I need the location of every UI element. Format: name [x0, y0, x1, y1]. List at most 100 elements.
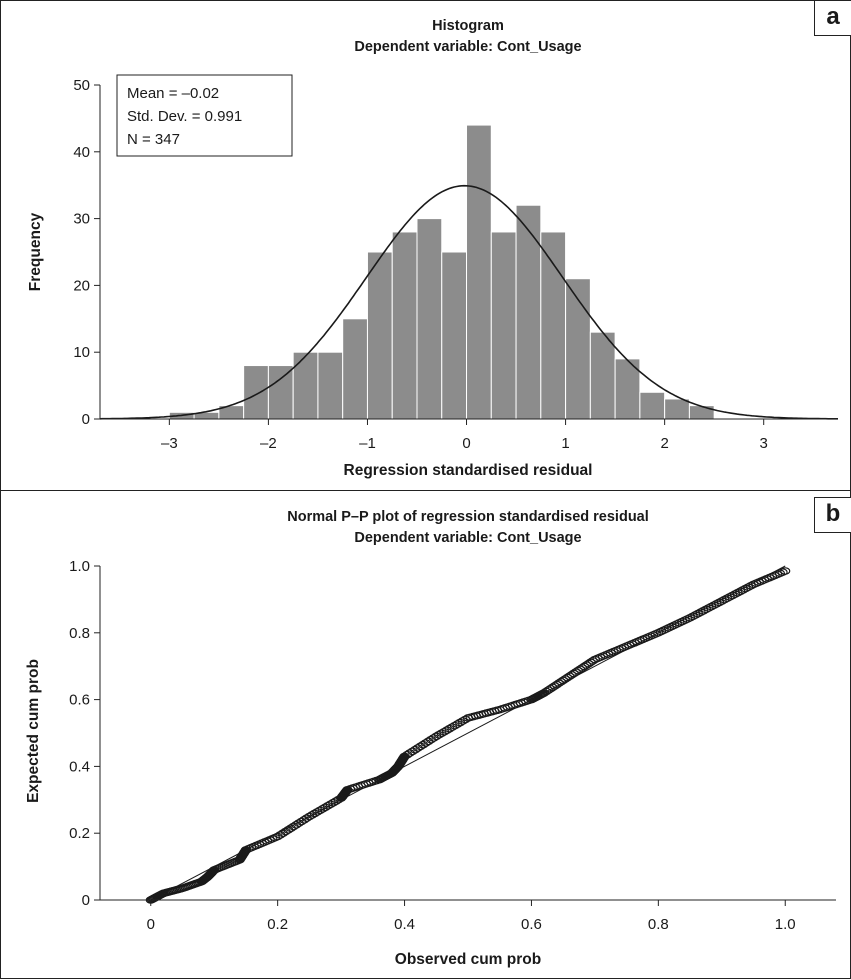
pp-x-tick-label: 0.2	[267, 916, 288, 933]
histogram-bar	[243, 365, 269, 420]
pp-point	[629, 639, 640, 647]
pp-point	[618, 643, 630, 652]
pp-x-tick-label: 0.6	[521, 916, 542, 933]
histogram-y-tick-label: 20	[73, 277, 90, 294]
pp-y-tick-label: 1.0	[69, 558, 90, 575]
pp-plot-x-axis-label: Observed cum prob	[395, 951, 541, 968]
pp-point	[777, 568, 788, 576]
histogram-bar	[366, 251, 393, 420]
pp-point	[634, 636, 645, 645]
pp-point	[259, 838, 270, 846]
pp-point	[650, 630, 661, 638]
pp-y-tick-label: 0.2	[69, 825, 90, 842]
panel-divider	[0, 490, 851, 491]
pp-point	[261, 837, 273, 845]
pp-point	[626, 640, 638, 648]
pp-point	[748, 580, 759, 589]
histogram-bar	[441, 251, 468, 420]
histogram-bar	[292, 351, 319, 420]
pp-point	[605, 649, 616, 657]
pp-point	[645, 632, 656, 640]
pp-point	[267, 834, 278, 843]
pp-x-tick-label: 0	[147, 916, 155, 933]
histogram-bars	[168, 124, 715, 420]
pp-point	[674, 618, 685, 627]
stats-box: Mean = –0.02 Std. Dev. = 0.991 N = 347	[116, 74, 293, 157]
pp-point	[647, 631, 659, 639]
histogram-x-tick-label: 0	[462, 435, 470, 452]
pp-point	[677, 617, 688, 626]
histogram-bar	[589, 331, 616, 420]
pp-point	[772, 570, 783, 579]
histogram-bar	[267, 365, 294, 420]
histogram-x-tick-label: –3	[161, 435, 178, 452]
histogram-x-axis-label: Regression standardised residual	[344, 462, 593, 479]
pp-point	[256, 839, 267, 848]
pp-point	[632, 637, 643, 646]
pp-point	[751, 579, 762, 588]
pp-point	[758, 576, 770, 584]
pp-plot-y-axis-label: Expected cum prob	[25, 659, 42, 803]
pp-point	[637, 635, 648, 644]
histogram-bar	[490, 231, 517, 420]
pp-point	[621, 642, 632, 650]
pp-plot-subtitle: Dependent variable: Cont_Usage	[354, 530, 581, 546]
histogram-y-tick-label: 0	[82, 411, 90, 428]
pp-point	[246, 843, 257, 852]
panel-a-tag: a	[814, 0, 851, 36]
pp-point	[254, 840, 265, 849]
histogram-bar	[317, 351, 344, 420]
pp-point	[666, 622, 677, 631]
histogram-bar	[416, 218, 443, 420]
pp-point	[624, 641, 635, 649]
pp-point	[661, 625, 672, 633]
stats-n: N = 347	[127, 131, 180, 148]
pp-point	[679, 616, 690, 625]
pp-point	[655, 627, 667, 636]
histogram-x-tick-label: –1	[359, 435, 376, 452]
histogram-bar	[540, 231, 567, 420]
pp-point	[640, 634, 651, 643]
pp-point	[460, 715, 471, 724]
pp-point	[610, 646, 622, 655]
pp-point	[613, 645, 624, 654]
normal-curve	[99, 184, 838, 420]
pp-point	[766, 572, 778, 581]
pp-point	[780, 567, 791, 575]
pp-point	[600, 651, 611, 659]
histogram-x-tick-label: –2	[260, 435, 277, 452]
pp-points	[145, 567, 791, 904]
stats-std-dev: Std. Dev. = 0.991	[127, 108, 242, 125]
histogram-y-tick-label: 30	[73, 211, 90, 228]
pp-point	[745, 581, 756, 590]
histogram-x-tick-label: 2	[660, 435, 668, 452]
pp-point	[753, 578, 764, 586]
histogram-bar	[342, 318, 368, 420]
pp-plot-chart: Normal P–P plot of regression standardis…	[25, 509, 836, 968]
histogram-bar	[466, 124, 492, 420]
pp-point	[595, 653, 606, 662]
pp-point	[608, 647, 619, 656]
histogram-y-tick-label: 40	[73, 144, 90, 161]
histogram-y-tick-label: 50	[73, 77, 90, 94]
pp-x-tick-label: 0.8	[648, 916, 669, 933]
pp-point	[642, 633, 653, 642]
histogram-bar	[639, 391, 666, 420]
histogram-bar	[664, 398, 690, 420]
pp-point	[669, 621, 680, 630]
pp-point	[597, 652, 608, 660]
pp-point	[663, 623, 675, 632]
pp-y-tick-label: 0.6	[69, 692, 90, 709]
pp-point	[774, 569, 786, 578]
pp-point	[592, 654, 603, 663]
pp-point	[658, 626, 669, 635]
histogram-subtitle: Dependent variable: Cont_Usage	[354, 39, 581, 55]
stats-mean: Mean = –0.02	[127, 85, 219, 102]
pp-y-tick-label: 0	[82, 892, 90, 909]
pp-point	[653, 629, 664, 637]
pp-point	[248, 842, 259, 851]
histogram-chart: Histogram Dependent variable: Cont_Usage…	[27, 18, 838, 479]
pp-point	[671, 620, 682, 628]
pp-point	[616, 644, 627, 653]
pp-point	[603, 650, 614, 658]
